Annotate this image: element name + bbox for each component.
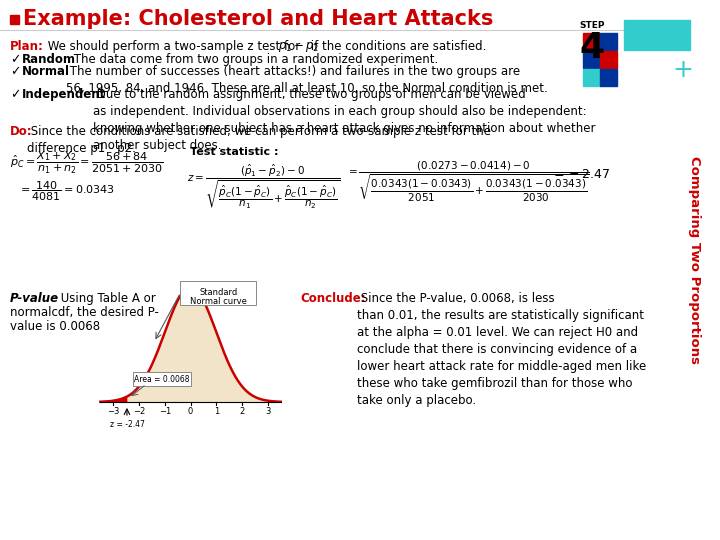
- Text: Comparing Two Proportions: Comparing Two Proportions: [688, 156, 701, 364]
- Text: Normal curve: Normal curve: [190, 297, 247, 306]
- Text: normalcdf, the desired P-: normalcdf, the desired P-: [10, 306, 158, 319]
- Text: $z = \dfrac{(\hat{p}_1-\hat{p}_2)-0}{\sqrt{\dfrac{\hat{p}_C(1-\hat{p}_C)}{n_1}+\: $z = \dfrac{(\hat{p}_1-\hat{p}_2)-0}{\sq…: [187, 162, 341, 211]
- Polygon shape: [127, 287, 281, 402]
- Text: 4: 4: [579, 31, 604, 65]
- Bar: [180, 281, 256, 305]
- Text: $= \dfrac{140}{4081} = 0.0343$: $= \dfrac{140}{4081} = 0.0343$: [17, 180, 114, 204]
- Text: ✓: ✓: [10, 88, 20, 101]
- Text: Area = 0.0068: Area = 0.0068: [135, 375, 190, 383]
- Bar: [583, 69, 600, 86]
- Text: $\hat{p}_C = \dfrac{X_1+X_2}{n_1+n_2} = \dfrac{56+84}{2051+2030}$: $\hat{p}_C = \dfrac{X_1+X_2}{n_1+n_2} = …: [10, 150, 163, 176]
- Text: Independent: Independent: [22, 88, 106, 101]
- Text: ✓: ✓: [10, 65, 20, 78]
- Text: 1: 1: [214, 407, 219, 416]
- Text: +: +: [672, 58, 693, 82]
- Bar: [624, 20, 690, 50]
- Text: ✓: ✓: [10, 53, 20, 66]
- Text: Plan:: Plan:: [10, 40, 44, 53]
- Bar: [583, 33, 600, 50]
- Text: Test statistic :: Test statistic :: [190, 147, 279, 157]
- Text: Since the P-value, 0.0068, is less
than 0.01, the results are statistically sign: Since the P-value, 0.0068, is less than …: [357, 292, 646, 407]
- Text: Normal: Normal: [22, 65, 69, 78]
- Text: value is 0.0068: value is 0.0068: [10, 320, 100, 333]
- Bar: [10, 15, 19, 24]
- Text: −1: −1: [158, 407, 171, 416]
- Bar: [600, 33, 617, 50]
- Text: −3: −3: [107, 407, 120, 416]
- Text: if the conditions are satisfied.: if the conditions are satisfied.: [307, 40, 487, 53]
- Text: The number of successes (heart attacks!) and failures in the two groups are
56, : The number of successes (heart attacks!)…: [66, 65, 548, 95]
- Bar: [132, 372, 192, 386]
- Polygon shape: [100, 397, 127, 402]
- Bar: [583, 51, 600, 68]
- Text: $= -2.47$: $= -2.47$: [551, 168, 611, 181]
- Text: $= \dfrac{(0.0273-0.0414)-0}{\sqrt{\dfrac{0.0343(1-0.0343)}{2051}+\dfrac{0.0343(: $= \dfrac{(0.0273-0.0414)-0}{\sqrt{\dfra…: [346, 160, 590, 205]
- Text: Do:: Do:: [10, 125, 32, 138]
- Text: Example: Cholesterol and Heart Attacks: Example: Cholesterol and Heart Attacks: [23, 9, 494, 29]
- Text: 2: 2: [240, 407, 245, 416]
- Bar: [600, 51, 617, 68]
- Text: The data come from two groups in a randomized experiment.: The data come from two groups in a rando…: [70, 53, 438, 66]
- Text: STEP: STEP: [579, 21, 605, 30]
- Text: Due to the random assignment, these two groups of men can be viewed
as independe: Due to the random assignment, these two …: [93, 88, 595, 152]
- Text: P-value: P-value: [10, 292, 59, 305]
- Text: We should perform a two-sample z test for: We should perform a two-sample z test fo…: [44, 40, 304, 53]
- Bar: [600, 69, 617, 86]
- Text: 0: 0: [188, 407, 193, 416]
- Text: Random: Random: [22, 53, 76, 66]
- Text: Since the conditions are satisfied, we can perform a two-sample z test for the
d: Since the conditions are satisfied, we c…: [27, 125, 491, 155]
- Text: 3: 3: [265, 407, 271, 416]
- Text: Using Table A or: Using Table A or: [57, 292, 156, 305]
- Text: z = -2.47: z = -2.47: [109, 420, 145, 429]
- Text: −2: −2: [133, 407, 145, 416]
- Text: Conclude:: Conclude:: [300, 292, 366, 305]
- Text: Standard: Standard: [199, 288, 238, 297]
- Text: $p_1 - p_2$: $p_1 - p_2$: [278, 40, 319, 54]
